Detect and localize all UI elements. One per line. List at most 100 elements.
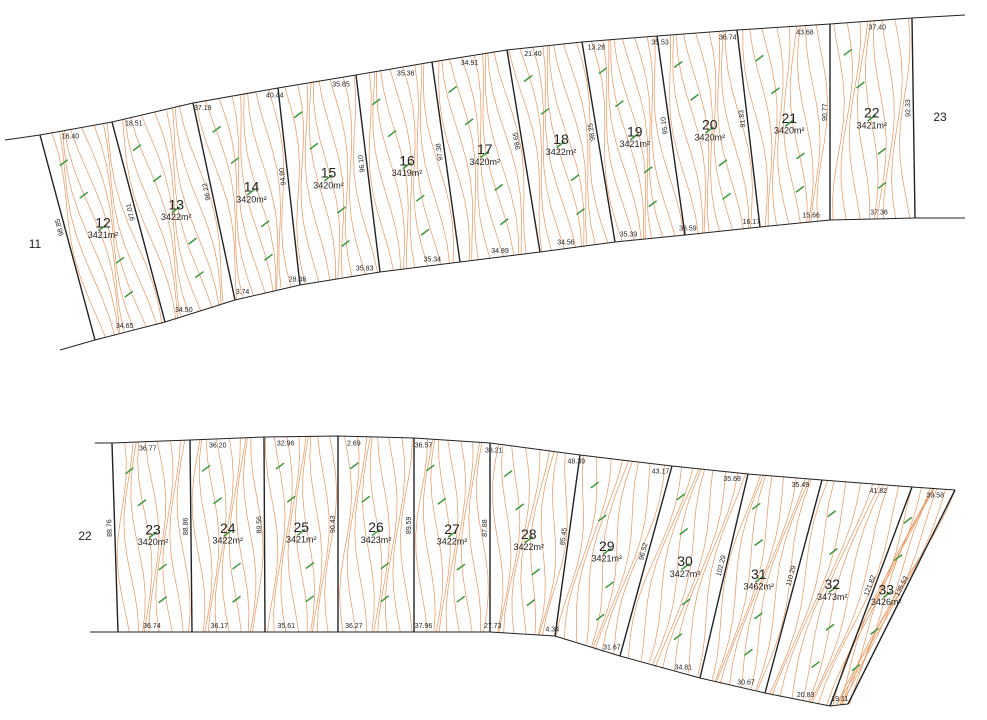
contour: [162, 440, 174, 633]
contour: [318, 80, 345, 278]
spot-level: [132, 144, 142, 152]
lot-line: [111, 121, 166, 323]
contour: [661, 470, 714, 670]
contour: [255, 90, 282, 289]
dimension: 35.53: [651, 40, 669, 47]
contour: [627, 466, 682, 659]
contour: [124, 118, 178, 318]
spot-level: [246, 188, 256, 196]
lot-number: 27: [444, 521, 460, 537]
dimension: 91.83: [738, 109, 747, 127]
contour: [537, 451, 555, 635]
spot-level: [425, 464, 435, 472]
dimension: 36.74: [143, 623, 161, 630]
contour: [755, 478, 810, 691]
dimension: 98.25: [587, 123, 597, 142]
spot-level: [380, 562, 390, 570]
spot-level: [531, 568, 541, 576]
spot-level: [305, 595, 315, 603]
contour: [783, 26, 801, 224]
contour: [865, 20, 879, 220]
spot-level: [825, 623, 835, 631]
contour: [640, 467, 694, 661]
dimension: 98.65: [512, 132, 522, 151]
contour: [791, 482, 861, 699]
spot-level: [305, 561, 315, 570]
lot-number: 30: [677, 553, 693, 569]
dimension: 20.83: [797, 692, 815, 699]
lot-area: 3473m²: [817, 592, 848, 602]
spot-level: [79, 191, 89, 199]
contour: [591, 460, 630, 647]
contour: [438, 60, 470, 262]
lot-area: 3427m²: [670, 569, 701, 579]
contour: [802, 483, 874, 700]
spot-level: [124, 290, 134, 298]
contour: [339, 436, 352, 633]
contour: [532, 47, 565, 250]
contour: [575, 458, 612, 643]
lot-area: 3422m²: [212, 536, 243, 546]
spot-level: [855, 81, 865, 89]
spot-level: [795, 185, 805, 193]
contour: [103, 124, 158, 326]
contour: [741, 477, 797, 688]
contour: [448, 58, 479, 260]
lot-number: 18: [553, 131, 569, 147]
lot-line: [189, 439, 193, 633]
contour: [530, 450, 550, 635]
contour: [354, 436, 368, 633]
spot-level: [877, 147, 887, 155]
spot-level: [754, 575, 764, 583]
contour: [265, 436, 279, 633]
lot-number: 16: [399, 152, 415, 168]
contour: [811, 485, 889, 704]
contour: [343, 77, 366, 275]
contour: [695, 32, 720, 232]
lot-line: [619, 465, 673, 657]
contour: [492, 444, 504, 633]
contour: [172, 108, 220, 307]
dimension: 102.29: [716, 555, 728, 578]
spot-level: [679, 527, 689, 536]
contour: [519, 48, 552, 251]
dimension: 97.38: [435, 143, 444, 161]
spot-level: [59, 159, 69, 167]
spot-level: [597, 514, 607, 522]
spot-level: [829, 547, 838, 556]
contour: [309, 436, 323, 633]
boundary: [59, 339, 96, 351]
contour: [453, 440, 466, 633]
spot-level: [718, 159, 728, 167]
spot-level: [201, 464, 211, 472]
contour: [672, 34, 703, 234]
contour: [461, 57, 491, 259]
spot-level: [494, 183, 504, 191]
lot-area: 3421m²: [286, 535, 317, 545]
spot-level: [158, 563, 167, 571]
dimension: 36.77: [139, 445, 157, 452]
contour: [771, 481, 835, 696]
contour: [592, 461, 633, 649]
contour: [881, 19, 895, 219]
contour: [594, 462, 639, 651]
lot-number: 22: [864, 105, 880, 121]
boundaries: [4, 14, 966, 707]
contour: [610, 39, 645, 240]
contour: [94, 125, 147, 328]
contour: [130, 442, 146, 633]
spot-level: [456, 563, 466, 571]
spot-level: [148, 531, 158, 539]
contour: [576, 42, 609, 244]
spot-level: [296, 528, 306, 536]
spot-level: [286, 495, 296, 503]
spot-level: [590, 481, 600, 489]
lot-number: 24: [220, 520, 236, 536]
spot-level: [598, 67, 608, 75]
contour: [308, 82, 336, 280]
contour: [324, 436, 337, 633]
contour: [712, 474, 762, 680]
spot-level: [851, 664, 861, 672]
contour: [789, 26, 808, 223]
contour: [59, 132, 116, 337]
